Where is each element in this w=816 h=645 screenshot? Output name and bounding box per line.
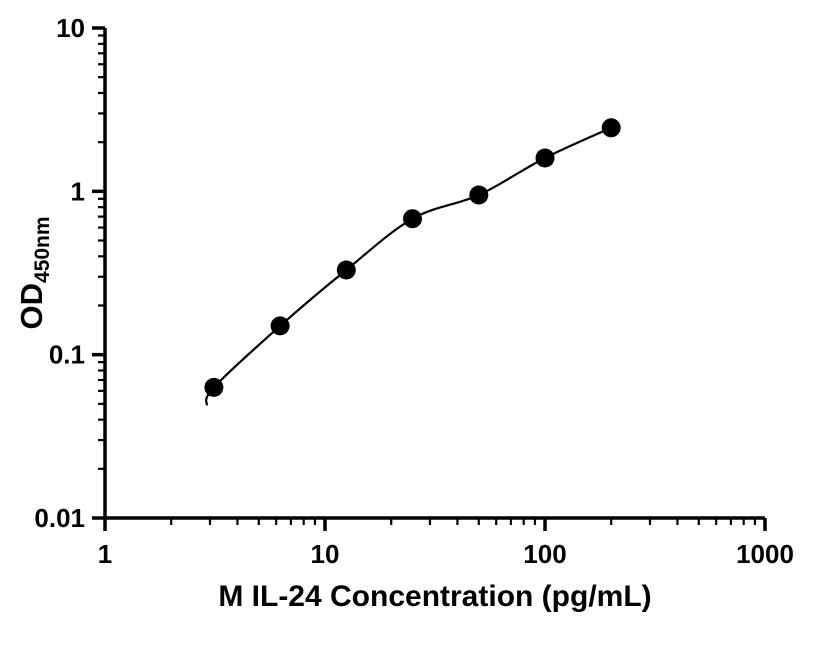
fit-curve bbox=[205, 126, 612, 406]
data-point bbox=[403, 209, 422, 229]
x-tick-label: 10 bbox=[311, 539, 340, 569]
data-point bbox=[469, 185, 489, 205]
data-point bbox=[535, 148, 555, 168]
y-tick-label: 0.01 bbox=[34, 503, 85, 533]
data-point bbox=[270, 316, 290, 336]
y-tick-label: 0.1 bbox=[49, 340, 85, 370]
y-axis-title: OD450nm bbox=[14, 216, 54, 329]
x-tick-label: 1000 bbox=[736, 539, 794, 569]
x-axis-title: M IL-24 Concentration (pg/mL) bbox=[218, 580, 651, 613]
axes-spines bbox=[103, 28, 765, 520]
data-point bbox=[204, 377, 224, 397]
data-point bbox=[601, 118, 621, 138]
x-tick-label: 100 bbox=[523, 539, 566, 569]
y-tick-label: 1 bbox=[71, 176, 85, 206]
x-tick-label: 1 bbox=[98, 539, 112, 569]
data-point bbox=[336, 260, 356, 280]
y-tick-label: 10 bbox=[56, 13, 85, 43]
